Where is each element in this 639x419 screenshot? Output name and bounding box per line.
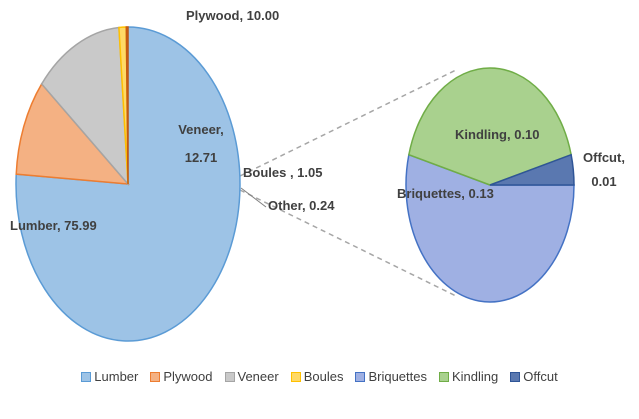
- pie-slice: [489, 153, 575, 186]
- legend-label: Lumber: [94, 369, 139, 384]
- pie-slice: [125, 26, 129, 185]
- pie-slice: [15, 26, 241, 342]
- legend-swatch: [510, 371, 521, 382]
- data-label: Other, 0.24: [268, 198, 335, 213]
- pie-slice: [408, 67, 572, 186]
- legend-swatch: [224, 371, 235, 382]
- legend-swatch: [439, 371, 449, 382]
- connector-line: [239, 189, 457, 297]
- leader-line: [240, 187, 267, 208]
- legend-item: Offcut: [510, 369, 558, 384]
- legend-item: Plywood: [150, 369, 213, 384]
- legend-label: Briquettes: [368, 369, 427, 384]
- data-label: Lumber, 75.99: [10, 218, 97, 233]
- legend-item: Boules: [290, 369, 344, 384]
- data-label: Boules , 1.05: [243, 165, 323, 180]
- data-label: Briquettes, 0.13: [397, 186, 494, 201]
- legend-label: Kindling: [452, 369, 499, 384]
- legend-swatch: [81, 371, 92, 382]
- legend-label: Plywood: [163, 369, 213, 384]
- connector-line: [239, 69, 457, 177]
- data-label: Plywood, 10.00: [186, 8, 280, 23]
- legend-label: Boules: [303, 369, 344, 384]
- pie-slice: [405, 153, 575, 303]
- data-label: Kindling, 0.10: [455, 127, 540, 142]
- legend-label: Veneer: [237, 369, 279, 384]
- pie-slice: [15, 82, 130, 185]
- data-label: Offcut, 0.01: [583, 150, 625, 189]
- legend-label: Offcut: [523, 369, 558, 384]
- legend: Lumber Plywood Veneer Boules Briquettes Kindl…: [0, 369, 639, 384]
- legend-item: Kindling: [439, 369, 498, 384]
- pie-slice: [40, 26, 129, 187]
- legend-item: Veneer: [224, 369, 279, 384]
- legend-swatch: [355, 371, 366, 382]
- legend-swatch: [150, 371, 161, 382]
- data-label: Veneer, 12.71: [178, 122, 224, 165]
- legend-item: Briquettes: [355, 369, 427, 384]
- legend-item: Lumber: [81, 369, 138, 384]
- legend-swatch: [290, 371, 301, 382]
